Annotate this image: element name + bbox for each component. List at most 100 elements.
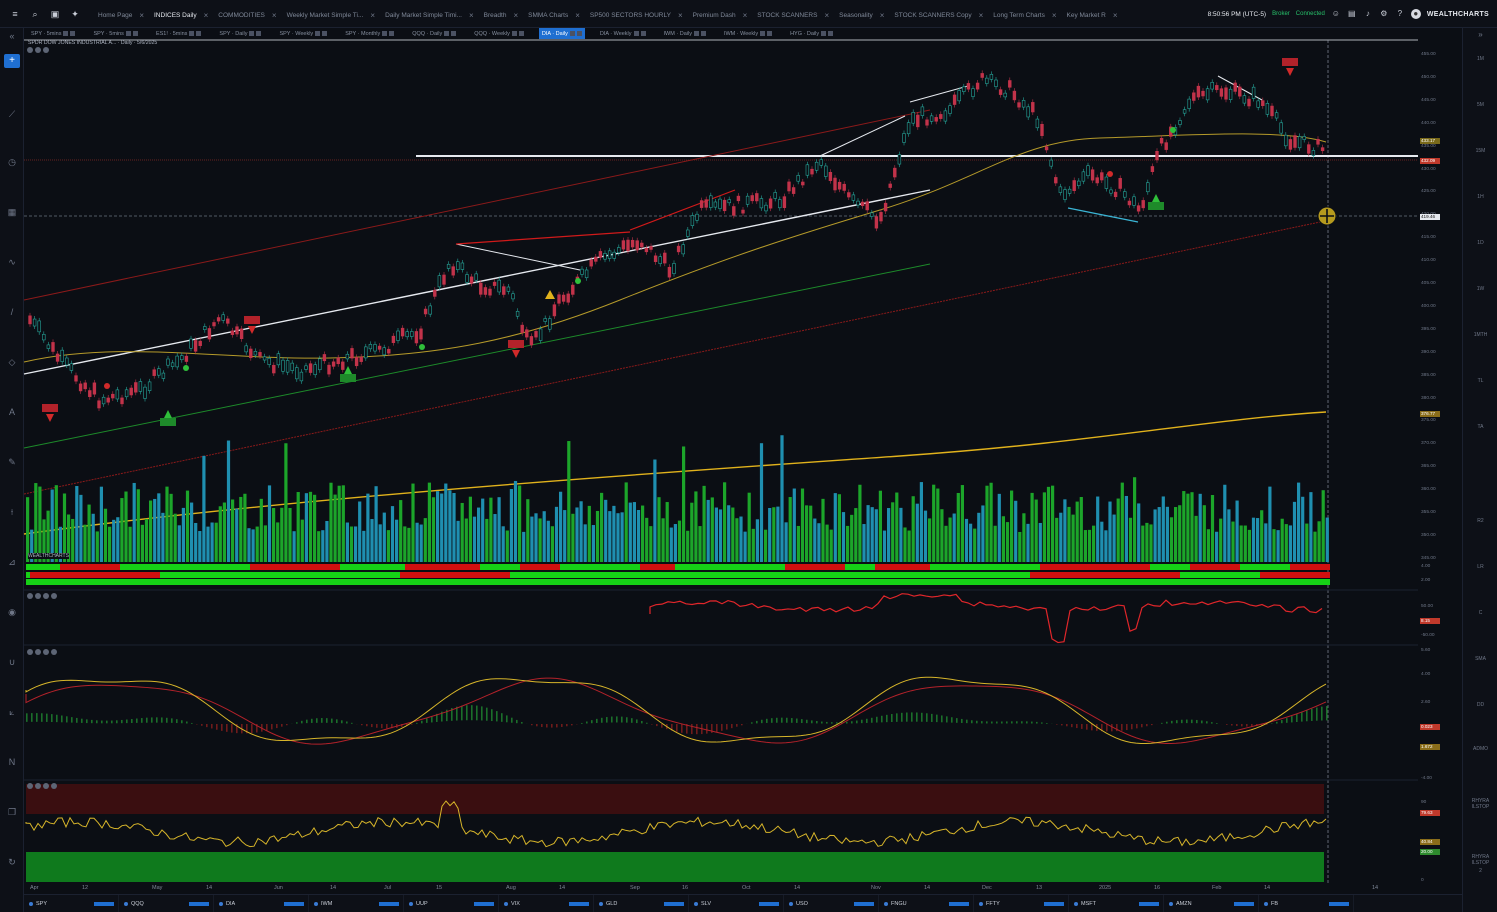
preset-option-icon[interactable]: [249, 31, 255, 36]
pane4-controls[interactable]: [27, 783, 57, 789]
tab-item[interactable]: Weekly Market Simple Ti... ×: [277, 8, 376, 22]
sidebar-item[interactable]: DD: [1476, 702, 1485, 708]
preset-option-icon[interactable]: [767, 31, 773, 36]
expand-icon[interactable]: »: [1478, 30, 1483, 39]
avatar[interactable]: ●: [1410, 9, 1421, 19]
add-button[interactable]: +: [4, 54, 20, 68]
save-icon[interactable]: ▤: [1348, 9, 1356, 18]
tab-item[interactable]: SMMA Charts ×: [518, 8, 580, 22]
layers-icon[interactable]: ❐: [7, 807, 17, 817]
watchlist-item[interactable]: VIX: [499, 895, 594, 912]
close-icon[interactable]: ×: [469, 10, 474, 20]
preset-option-icon[interactable]: [821, 31, 827, 36]
ai-icon[interactable]: ✦: [71, 9, 79, 19]
symbol-preset[interactable]: IWM · Weekly: [721, 28, 775, 39]
watchlist-item[interactable]: FB: [1259, 895, 1354, 912]
sidebar-item[interactable]: 1MTH: [1473, 332, 1488, 338]
sidebar-item[interactable]: 5M: [1477, 102, 1484, 108]
tab-item[interactable]: Home Page ×: [88, 8, 144, 22]
symbol-preset[interactable]: QQQ · Daily: [409, 28, 459, 39]
sidebar-item[interactable]: TA: [1477, 424, 1484, 430]
sidebar-item[interactable]: 1D: [1477, 240, 1484, 246]
symbol-preset[interactable]: DIA · Daily: [538, 28, 585, 39]
preset-option-icon[interactable]: [444, 31, 450, 36]
preset-option-icon[interactable]: [256, 31, 262, 36]
symbol-preset[interactable]: SPY · Monthly: [342, 28, 397, 39]
watchlist-item[interactable]: MSFT: [1069, 895, 1164, 912]
preset-option-icon[interactable]: [700, 31, 706, 36]
sidebar-item[interactable]: 1M: [1477, 56, 1484, 62]
tab-item[interactable]: Daily Market Simple Timi... ×: [375, 8, 474, 22]
refresh-icon[interactable]: ↻: [8, 857, 16, 867]
search-icon[interactable]: ⌕: [32, 9, 38, 19]
symbol-preset[interactable]: QQQ · Weekly: [471, 28, 527, 39]
ruler-icon[interactable]: ⟊: [10, 507, 14, 517]
magnet-icon[interactable]: ∪: [8, 657, 16, 667]
help-icon[interactable]: ?: [1397, 9, 1403, 18]
bell-icon[interactable]: ♪: [1365, 9, 1370, 18]
sidebar-item[interactable]: ADMO: [1473, 746, 1488, 752]
text-tool-icon[interactable]: A: [8, 407, 15, 417]
tab-item[interactable]: Key Market R ×: [1057, 8, 1118, 22]
preset-option-icon[interactable]: [633, 31, 639, 36]
measure-icon[interactable]: ⊿: [8, 557, 16, 567]
preset-option-icon[interactable]: [389, 31, 395, 36]
symbol-preset[interactable]: ES1! · 5mins: [153, 28, 204, 39]
sidebar-item[interactable]: 15M: [1475, 148, 1486, 154]
symbol-preset[interactable]: DIA · Weekly: [597, 28, 649, 39]
preset-option-icon[interactable]: [569, 31, 575, 36]
preset-option-icon[interactable]: [196, 31, 202, 36]
close-icon[interactable]: ×: [370, 10, 376, 20]
symbol-preset[interactable]: HYG · Daily: [787, 28, 836, 39]
watchlist-item[interactable]: USO: [784, 895, 879, 912]
clock-icon[interactable]: ◷: [8, 157, 16, 167]
tab-item[interactable]: STOCK SCANNERS ×: [747, 8, 829, 22]
close-icon[interactable]: ×: [575, 10, 580, 20]
wave-icon[interactable]: ∿: [8, 257, 16, 267]
preset-option-icon[interactable]: [828, 31, 834, 36]
close-icon[interactable]: ×: [139, 10, 144, 20]
menu-icon[interactable]: ≡: [12, 9, 18, 19]
tab-item[interactable]: Long Term Charts ×: [983, 8, 1056, 22]
watchlist-item[interactable]: QQQ: [119, 895, 214, 912]
watchlist-item[interactable]: SLV: [689, 895, 784, 912]
main-pane-controls[interactable]: [27, 47, 49, 53]
pencil-icon[interactable]: ✎: [8, 457, 16, 467]
sidebar-item[interactable]: 2: [1479, 868, 1482, 874]
close-icon[interactable]: ×: [742, 10, 748, 20]
close-icon[interactable]: ×: [203, 10, 209, 20]
watchlist-item[interactable]: FNGU: [879, 895, 974, 912]
preset-option-icon[interactable]: [189, 31, 195, 36]
tab-item[interactable]: Breadth ×: [474, 8, 518, 22]
broker-status[interactable]: Broker: [1272, 11, 1290, 17]
sidebar-item[interactable]: C: [1478, 610, 1483, 616]
tab-item[interactable]: INDICES Daily ×: [144, 8, 208, 22]
pane2-controls[interactable]: [27, 593, 57, 599]
preset-option-icon[interactable]: [70, 31, 76, 36]
time-axis[interactable]: Apr 12 May 14 Jun 14 Jul 15 Aug 14 Sep 16 Oct 14 Nov 14…: [24, 883, 1418, 893]
price-axis[interactable]: 455.00 450.00 445.00 440.00 435.00 430.00 425.…: [1418, 40, 1462, 888]
close-icon[interactable]: ×: [513, 10, 519, 20]
user-icon[interactable]: ☺: [1331, 9, 1340, 18]
preset-option-icon[interactable]: [132, 31, 138, 36]
eye-icon[interactable]: ◉: [8, 607, 16, 617]
close-icon[interactable]: ×: [978, 10, 984, 20]
preset-option-icon[interactable]: [518, 31, 524, 36]
sidebar-item[interactable]: R2: [1477, 518, 1484, 524]
close-icon[interactable]: ×: [1051, 10, 1057, 20]
gear-icon[interactable]: ⚙: [1380, 9, 1388, 18]
close-icon[interactable]: ×: [1112, 10, 1118, 20]
symbol-preset[interactable]: SPY · Daily: [216, 28, 264, 39]
trendline-icon[interactable]: ⟋: [8, 109, 16, 119]
tab-item[interactable]: Seasonality ×: [829, 8, 884, 22]
watchlist-item[interactable]: DIA: [214, 895, 309, 912]
watchlist-item[interactable]: UUP: [404, 895, 499, 912]
symbol-preset[interactable]: SPY · 5mins: [28, 28, 78, 39]
preset-option-icon[interactable]: [640, 31, 646, 36]
watchlist-item[interactable]: SPY: [24, 895, 119, 912]
collapse-icon[interactable]: «: [9, 31, 15, 41]
symbol-preset[interactable]: IWM · Daily: [661, 28, 709, 39]
symbol-preset[interactable]: SPY · 5mins: [90, 28, 140, 39]
preset-option-icon[interactable]: [125, 31, 131, 36]
preset-option-icon[interactable]: [382, 31, 388, 36]
